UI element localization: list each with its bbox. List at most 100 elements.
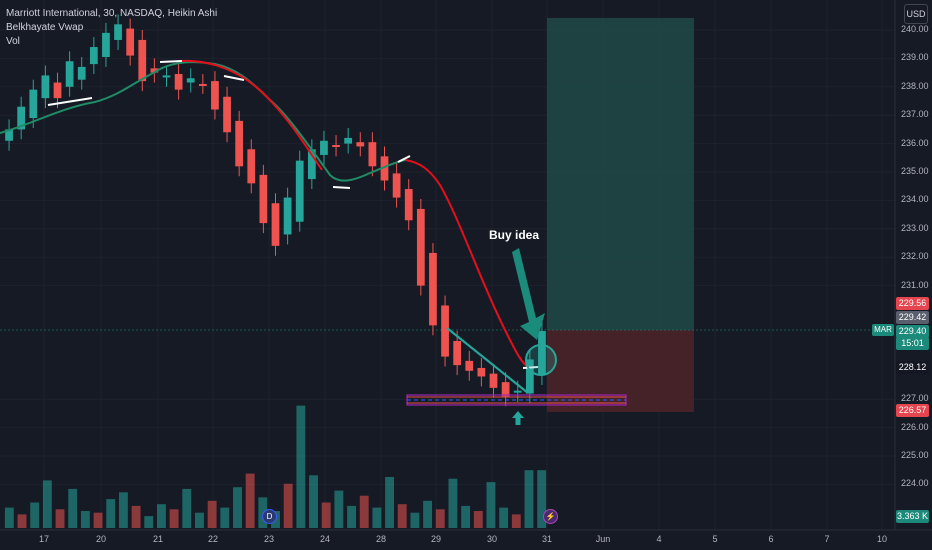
chart-legend: Marriott International, 30, NASDAQ, Heik…: [6, 7, 217, 49]
price-tag-vwap: 228.12: [896, 361, 929, 374]
candle-body: [235, 120, 244, 167]
candle-body: [441, 305, 449, 357]
volume-bar: [93, 512, 103, 528]
candle-body: [138, 39, 147, 82]
volume-bar: [245, 473, 255, 528]
candle-body: [344, 137, 353, 144]
price-tick-label: 224.00: [901, 478, 929, 489]
candle-body: [271, 203, 280, 246]
candle-body: [513, 390, 522, 393]
candle-body: [489, 373, 498, 388]
date-tick-label: 4: [656, 534, 662, 544]
date-tick-label: 29: [430, 534, 442, 544]
volume-bar: [182, 488, 192, 528]
candle-body: [150, 68, 159, 73]
volume-bar: [461, 505, 471, 528]
earnings-icon[interactable]: ⚡: [543, 509, 558, 524]
price-tick-label: 239.00: [901, 52, 929, 63]
price-tag-stop-top: 229.56: [896, 297, 929, 310]
candles: [5, 14, 546, 407]
volume-bar: [17, 514, 27, 528]
date-tick-label: 31: [541, 534, 553, 544]
candle-body: [259, 174, 268, 224]
entry-circle: [525, 344, 557, 376]
vwap-line-white-6: [522, 366, 539, 369]
date-tick-label: 24: [319, 534, 331, 544]
volume-bar: [537, 470, 547, 528]
candle-body: [501, 382, 510, 397]
buy-idea-label: Buy idea: [489, 228, 540, 242]
volume-bar: [486, 482, 496, 528]
price-tick-label: 225.00: [901, 450, 929, 460]
volume-bar: [410, 512, 420, 528]
vwap-line-white-3: [223, 75, 245, 81]
candle-body: [247, 149, 256, 184]
candle-body: [17, 106, 26, 130]
volume-bar: [68, 488, 78, 528]
dividend-icon[interactable]: D: [262, 509, 277, 524]
up-arrow-icon: [512, 411, 524, 425]
volume-bar: [4, 507, 14, 528]
candle-body: [307, 149, 316, 180]
candle-body: [356, 142, 365, 147]
volume-bar: [118, 492, 128, 528]
candle-body: [89, 47, 98, 65]
candle-body: [392, 173, 401, 198]
target-zone: [547, 18, 694, 330]
vwap-line-green: [0, 61, 406, 182]
candle-body: [538, 331, 546, 376]
price-tag-volume: 3.363 K: [896, 510, 929, 523]
volume-bar: [80, 511, 90, 528]
candle-body: [368, 142, 377, 167]
candle-body: [416, 208, 425, 286]
price-tick-label: 235.00: [901, 166, 929, 176]
volume-bar: [207, 500, 217, 528]
candle-body: [223, 96, 231, 133]
volume-bar: [435, 509, 445, 528]
price-tick-label: 237.00: [901, 109, 929, 120]
volume-bar: [511, 514, 521, 528]
price-tick-label: 234.00: [901, 194, 929, 205]
candle-body: [5, 129, 13, 141]
volume-bar: [106, 499, 116, 528]
price-tick-label: 227.00: [901, 393, 929, 404]
chart-grid: [0, 0, 895, 530]
volume-bar: [309, 475, 318, 528]
volume-bar: [156, 504, 166, 528]
price-tick-label: 231.00: [901, 279, 929, 290]
candle-body: [283, 197, 292, 235]
price-tag-high: 229.42: [896, 311, 929, 324]
currency-button[interactable]: USD: [904, 4, 928, 24]
price-tick-label: 226.00: [901, 421, 929, 432]
volume-bar: [144, 516, 154, 528]
date-tick-label: Jun: [595, 534, 611, 544]
volume-bar: [55, 509, 65, 528]
volume-bar: [283, 483, 293, 528]
price-tick-label: 238.00: [901, 80, 929, 91]
candle-body: [186, 78, 195, 83]
buy-arrow-icon: [512, 248, 545, 340]
candle-body: [114, 24, 122, 40]
volume-label: Vol: [6, 36, 20, 47]
volume-bar: [321, 502, 331, 528]
volume-bar: [131, 505, 141, 528]
vwap-line-white-2: [159, 60, 183, 63]
candle-body: [65, 61, 74, 87]
stop-zone: [547, 330, 694, 412]
date-tick-label: 28: [375, 534, 387, 544]
indicator-label: Belkhayate Vwap: [6, 22, 84, 33]
price-tag-stop: 226.57: [896, 404, 929, 417]
vwap-line-white-5: [397, 155, 411, 163]
vwap-line-white-1: [47, 97, 93, 106]
candle-body: [429, 252, 437, 326]
volume-bar: [524, 470, 534, 528]
candle-body: [525, 359, 534, 394]
candle-body: [53, 82, 62, 99]
symbol-tag: MAR: [872, 324, 894, 336]
price-tick-label: 240.00: [901, 24, 929, 34]
candle-body: [295, 160, 304, 222]
volume-bar: [30, 502, 40, 528]
price-tag-countdown: 15:01: [896, 337, 929, 350]
date-tick-label: 23: [263, 534, 275, 544]
